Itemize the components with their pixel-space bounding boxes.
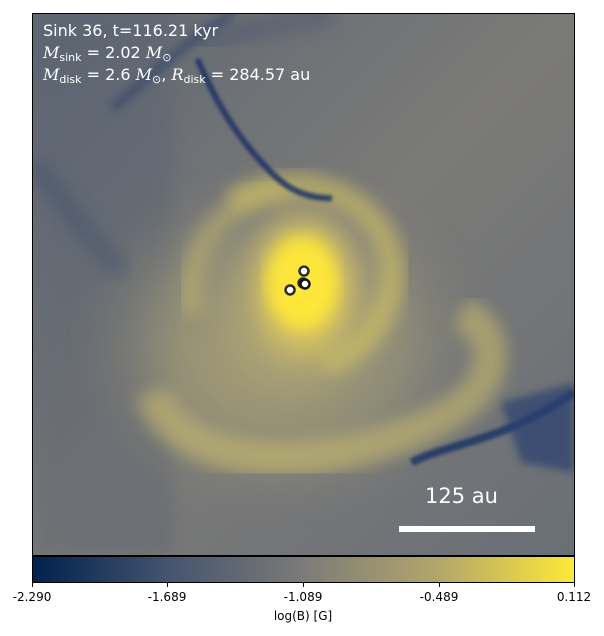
colorbar-tick (32, 583, 33, 587)
colorbar-label: log(B) [G] (273, 609, 333, 623)
colorbar-tick-label: -0.489 (419, 590, 459, 604)
disk-radius-unit: au (290, 65, 311, 84)
colorbar-tick (167, 583, 168, 587)
disk-radius-value: 284.57 (229, 65, 286, 84)
sink-mass-value: 2.02 (105, 43, 141, 62)
colorbar-tick (439, 583, 440, 587)
colorbar-tick-label: -2.290 (12, 590, 52, 604)
colorbar-tick-label: -1.089 (283, 590, 323, 604)
scale-bar (399, 526, 535, 532)
sink-title: Sink 36, t=116.21 kyr (43, 21, 219, 40)
colorbar-tick (574, 583, 575, 587)
sink-mass-line: Msink = 2.02 M⊙ (43, 43, 172, 64)
colorbar (32, 556, 575, 583)
scale-bar-label: 125 au (425, 484, 498, 508)
field-image: Sink 36, t=116.21 kyr Msink = 2.02 M⊙ Md… (32, 13, 575, 556)
disk-line: Mdisk = 2.6 M⊙, Rdisk = 284.57 au (43, 65, 311, 86)
colorbar-tick (303, 583, 304, 587)
colorbar-tick-label: -1.689 (147, 590, 187, 604)
magnetic-field-map (33, 14, 574, 555)
colorbar-tick-label: 0.112 (556, 590, 592, 604)
disk-mass-value: 2.6 (105, 65, 131, 84)
